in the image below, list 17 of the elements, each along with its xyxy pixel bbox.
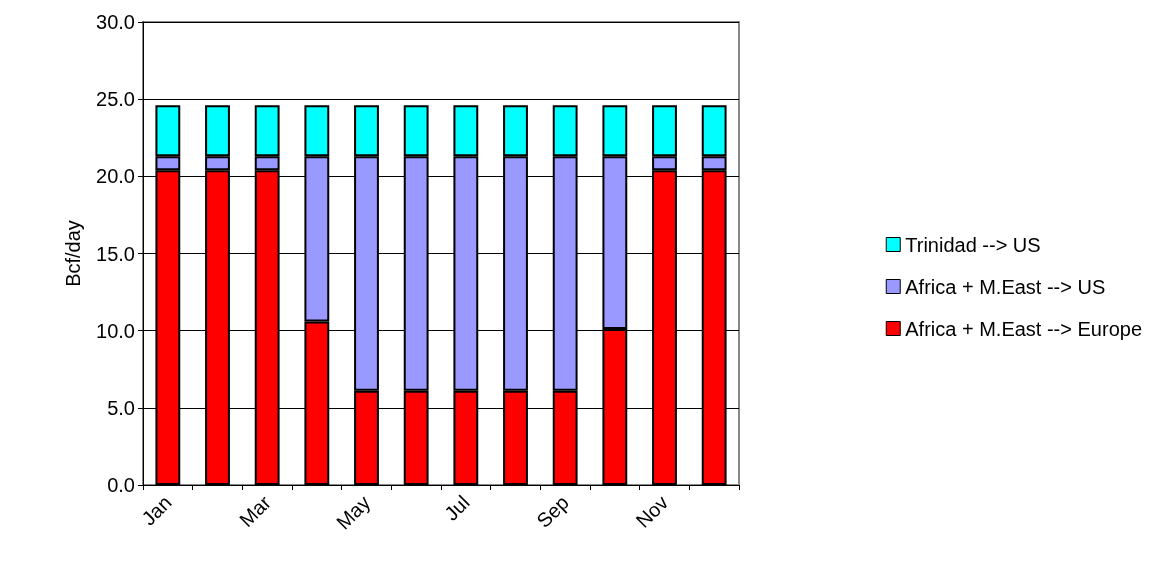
legend-label: Trinidad --> US <box>905 233 1041 256</box>
y-tick-label: 5.0 <box>107 396 135 419</box>
y-tick-label: 25.0 <box>96 88 135 111</box>
x-tick-label: Mar <box>235 490 276 532</box>
x-tick-label: Nov <box>631 491 673 532</box>
x-tick-label: Jan <box>137 491 176 530</box>
x-tick-label: May <box>332 491 375 534</box>
y-tick-label: 10.0 <box>96 319 135 342</box>
y-tick-label: 30.0 <box>96 11 135 33</box>
x-tick-label: Jul <box>439 491 474 525</box>
y-axis-title: Bcf/day <box>62 220 84 287</box>
x-tick-label: Sep <box>532 491 573 532</box>
y-tick-label: 20.0 <box>96 165 135 188</box>
y-tick-label: 15.0 <box>96 242 135 265</box>
legend-label: Africa + M.East --> Europe <box>905 317 1143 340</box>
legend-label: Africa + M.East --> US <box>905 275 1106 298</box>
y-tick-label: 0.0 <box>107 474 135 496</box>
